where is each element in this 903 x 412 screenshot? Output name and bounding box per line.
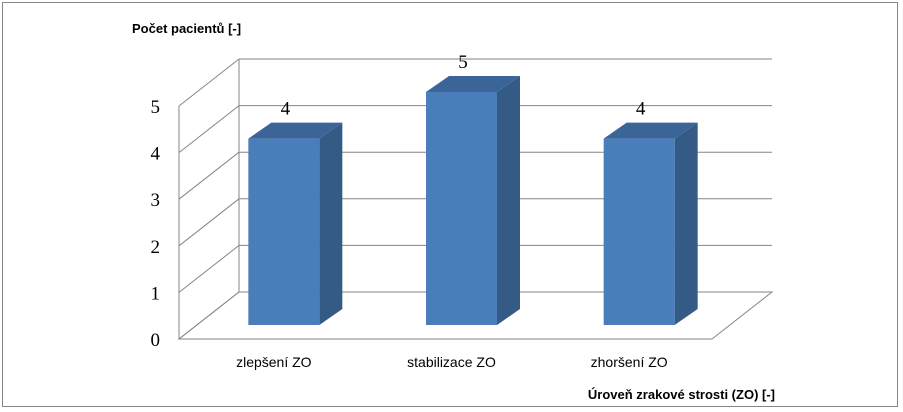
bar-front (248, 138, 320, 325)
bar-side (497, 76, 520, 325)
y-tick-label: 2 (151, 237, 161, 258)
data-label: 5 (458, 52, 468, 73)
gridline-diagonal (178, 151, 240, 200)
y-tick-label: 5 (151, 97, 161, 118)
gridline-diagonal (178, 198, 240, 247)
chart-floor (177, 291, 774, 340)
gridline-diagonal (178, 58, 240, 107)
bar-top (248, 122, 343, 139)
y-tick-label: 4 (151, 144, 161, 165)
bar-chart: 0 1 2 3 4 5 4 5 4 zlepšení ZO stabilizace ZO zhor… (132, 21, 775, 402)
bar-top (603, 122, 698, 139)
bar-front (603, 138, 675, 325)
gridline-diagonal (178, 245, 240, 293)
y-tick-labels: 0 1 2 3 4 5 (151, 97, 161, 351)
category-label: zhoršení ZO (591, 354, 668, 370)
category-label: zlepšení ZO (236, 354, 312, 370)
bar-front (426, 92, 497, 325)
bar-3 (603, 122, 698, 325)
bar-1 (248, 122, 343, 325)
gridline-diagonal (178, 105, 240, 153)
y-tick-label: 1 (151, 283, 161, 304)
data-label: 4 (636, 99, 646, 120)
y-axis-title: Počet pacientů [-] (132, 21, 241, 36)
bar-2 (426, 76, 520, 325)
bars: 4 5 4 (248, 52, 698, 325)
bar-top (426, 76, 520, 92)
bar-side (319, 122, 343, 325)
x-axis-title: Úroveň zrakové strosti (ZO) [-] (588, 387, 775, 402)
y-tick-label: 0 (151, 330, 161, 351)
y-tick-label: 3 (151, 190, 161, 211)
category-labels: zlepšení ZO stabilizace ZO zhoršení ZO (236, 354, 668, 370)
bar-side (674, 122, 698, 325)
data-label: 4 (281, 99, 291, 120)
chart-frame: 0 1 2 3 4 5 4 5 4 zlepšení ZO stabilizace ZO zhor… (2, 2, 898, 407)
category-label: stabilizace ZO (407, 354, 496, 370)
